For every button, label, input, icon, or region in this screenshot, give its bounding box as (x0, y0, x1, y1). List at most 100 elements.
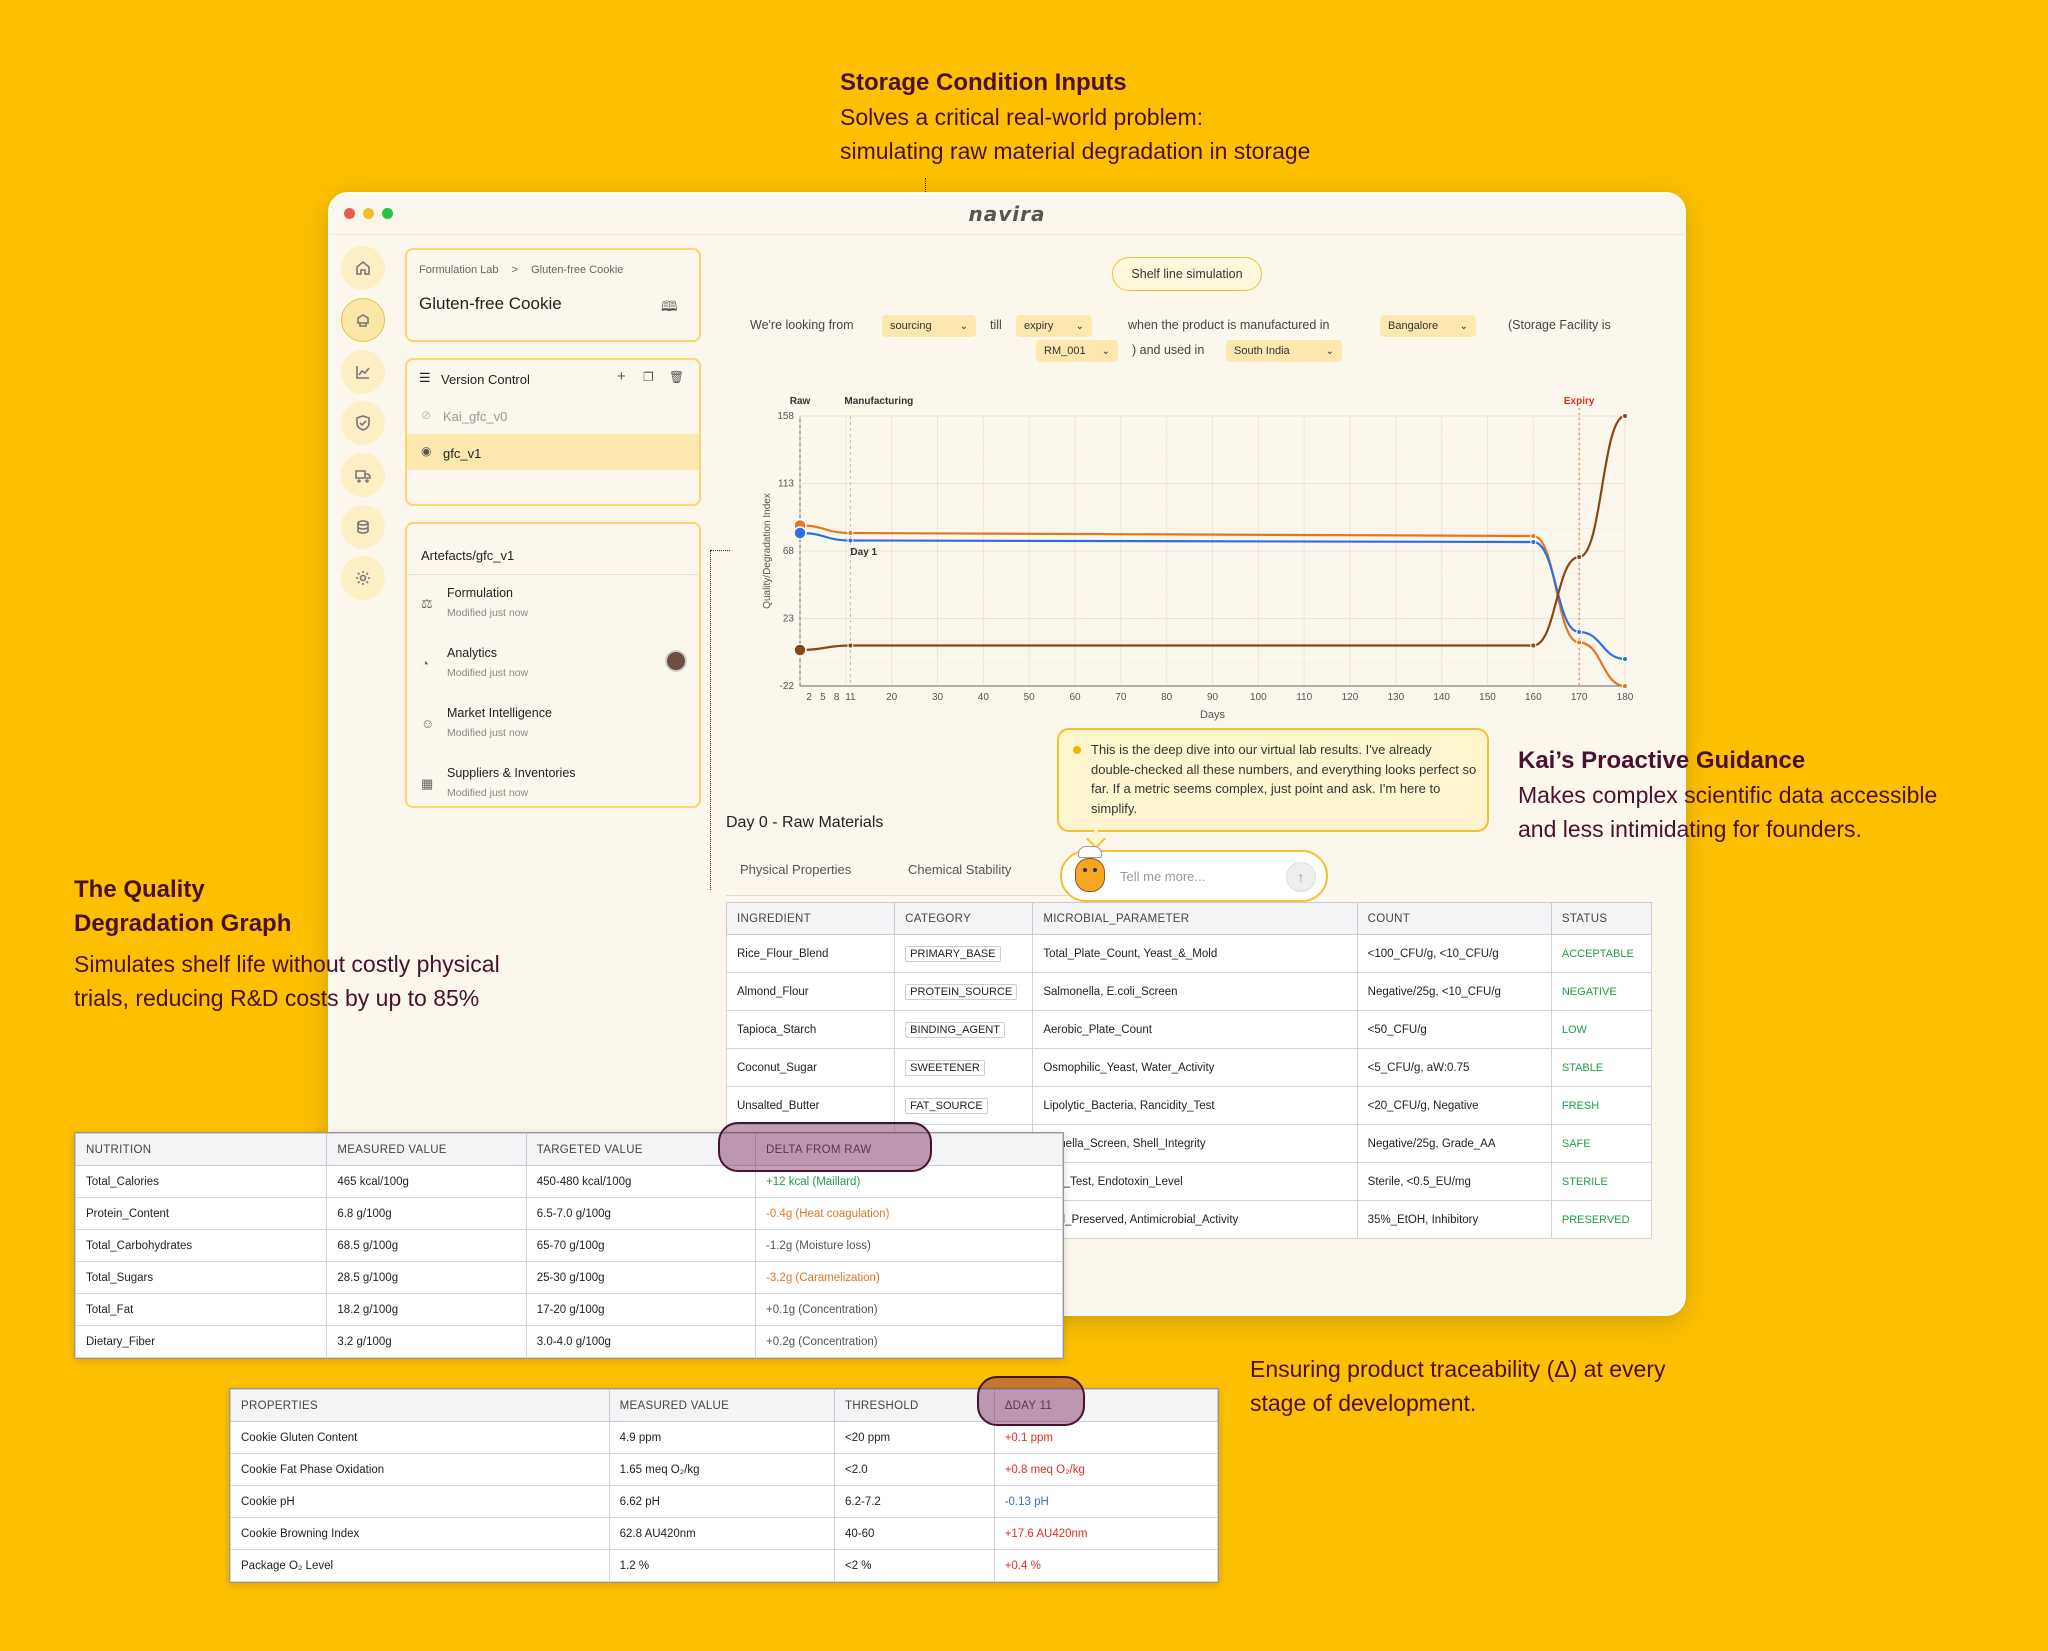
window-close-dot[interactable] (344, 208, 355, 219)
table-row[interactable]: Cookie pH 6.62 pH 6.2-7.2 -0.13 pH (230, 1485, 1219, 1518)
micro-cell: ohol_Preserved, Antimicrobial_Activity (1032, 1200, 1358, 1239)
micro-cell: <5_CFU/g, aW:0.75 (1356, 1048, 1552, 1087)
table-row[interactable]: Cookie Gluten Content 4.9 ppm <20 ppm +0.1 … (230, 1421, 1219, 1454)
micro-header-cell[interactable]: MICROBIAL_PARAMETER (1032, 902, 1358, 935)
micro-header-cell[interactable]: STATUS (1550, 902, 1653, 935)
micro-cell: STABLE (1550, 1048, 1653, 1087)
micro-header-cell[interactable]: CATEGORY (894, 902, 1034, 935)
series-point (1576, 554, 1583, 560)
table-row[interactable]: Cookie Browning Index 62.8 AU420nm 40-60 +1… (230, 1517, 1219, 1550)
window-minimize-dot[interactable] (363, 208, 374, 219)
nutrition-cell: 465 kcal/100g (326, 1165, 527, 1198)
nutrition-header-cell[interactable]: DELTA FROM RAW (755, 1133, 1063, 1166)
version-item-0[interactable]: Kai_gfc_v0 (443, 409, 508, 424)
chart-icon[interactable] (341, 350, 385, 394)
place-dropdown[interactable]: Bangalore ⌄ (1380, 315, 1476, 337)
delta-highlight-oval (718, 1122, 932, 1172)
delete-version-icon[interactable]: 🗑 (669, 370, 685, 384)
y-axis-label: Quality/Degradation Index (762, 493, 773, 609)
filter-text-2: till (990, 318, 1002, 332)
x-tick-label: 40 (978, 692, 990, 703)
chart-annotation: Manufacturing (844, 396, 913, 407)
nutrition-header-cell[interactable]: MEASURED VALUE (326, 1133, 527, 1166)
filter-text-1: We're looking from (750, 318, 854, 332)
properties-cell: Cookie Gluten Content (230, 1421, 610, 1454)
artefact-suppliers-meta: Modified just now (447, 787, 529, 799)
facility-dropdown[interactable]: RM_001 ⌄ (1036, 340, 1118, 362)
nutrition-cell: 3.2 g/100g (326, 1325, 527, 1358)
settings-icon[interactable] (341, 556, 385, 600)
properties-header-cell[interactable]: PROPERTIES (230, 1389, 610, 1422)
micro-cell: ACCEPTABLE (1550, 934, 1653, 973)
table-row[interactable]: Total_Carbohydrates 68.5 g/100g 65-70 g/10… (74, 1229, 1063, 1262)
table-row[interactable]: Almond_Flour PROTEIN_SOURCE Salmonella, E.… (725, 972, 1653, 1011)
properties-header-cell[interactable]: ΔDAY 11 (993, 1389, 1219, 1422)
series-point (847, 537, 854, 544)
app-window: navira Formulation Lab > Gluten-free Coo… (328, 192, 1686, 1316)
micro-header-cell[interactable]: INGREDIENT (725, 902, 896, 935)
table-row[interactable]: Tapioca_Starch BINDING_AGENT Aerobic_Plate… (725, 1010, 1653, 1049)
home-icon[interactable] (341, 246, 385, 290)
table-row[interactable]: Protein_Content 6.8 g/100g 6.5-7.0 g/100g -… (74, 1197, 1063, 1230)
table-row[interactable]: Total_Fat 18.2 g/100g 17-20 g/100g +0.1g (C… (74, 1293, 1063, 1326)
nutrition-header-cell[interactable]: TARGETED VALUE (525, 1133, 757, 1166)
region-dropdown[interactable]: South India ⌄ (1226, 340, 1342, 362)
nutrition-cell: 28.5 g/100g (326, 1261, 527, 1294)
breadcrumb-root[interactable]: Formulation Lab (419, 264, 499, 276)
table-row[interactable]: Unsalted_Butter FAT_SOURCE Lipolytic_Bacte… (725, 1086, 1653, 1125)
version-item-1[interactable]: gfc_v1 (443, 446, 482, 461)
properties-cell: <2.0 (834, 1453, 995, 1486)
nutrition-cell: +0.2g (Concentration) (755, 1325, 1063, 1358)
table-row[interactable]: Total_Calories 465 kcal/100g 450-480 kcal/… (74, 1165, 1063, 1198)
eye-off-icon[interactable]: ⊘ (421, 408, 432, 422)
artefact-analytics[interactable]: Analytics (447, 646, 498, 660)
artefact-suppliers[interactable]: Suppliers & Inventories (447, 766, 576, 780)
properties-cell: 1.2 % (608, 1549, 836, 1582)
chart-annotation: Raw (790, 396, 811, 407)
artefact-analytics-meta: Modified just now (447, 667, 529, 679)
table-row[interactable]: Dietary_Fiber 3.2 g/100g 3.0-4.0 g/100g +0.… (74, 1325, 1063, 1358)
nutrition-header-cell[interactable]: NUTRITION (74, 1133, 328, 1166)
kai-input-box[interactable]: Tell me more... ↑ (1060, 846, 1328, 902)
table-row[interactable]: Total_Sugars 28.5 g/100g 25-30 g/100g -3.2g… (74, 1261, 1063, 1294)
duplicate-version-icon[interactable]: ❐ (643, 370, 654, 384)
y-tick-label: 68 (783, 546, 795, 557)
add-version-icon[interactable]: + (617, 368, 626, 385)
shelf-line-simulation-button[interactable]: Shelf line simulation (1112, 257, 1262, 291)
tab-chemical-stability[interactable]: Chemical Stability (908, 862, 1012, 877)
artefacts-panel: Artefacts/gfc_v1 ⚖ Formulation Modified … (405, 522, 701, 808)
eye-icon[interactable]: ◉ (421, 444, 432, 458)
micro-header-cell[interactable]: COUNT (1356, 902, 1552, 935)
truck-icon[interactable] (341, 453, 385, 497)
table-row[interactable]: Package O₂ Level 1.2 % <2 % +0.4 % (230, 1549, 1219, 1582)
nutrition-cell: 6.5-7.0 g/100g (525, 1197, 757, 1230)
micro-cell: STERILE (1550, 1162, 1653, 1201)
shield-icon[interactable] (341, 401, 385, 445)
table-row[interactable]: Rice_Flour_Blend PRIMARY_BASE Total_Plate_… (725, 934, 1653, 973)
send-arrow-icon[interactable]: ↑ (1286, 862, 1316, 892)
table-row[interactable]: Coconut_Sugar SWEETENER Osmophilic_Yeast, … (725, 1048, 1653, 1087)
database-icon[interactable] (341, 505, 385, 549)
lab-icon[interactable] (341, 298, 385, 342)
nutrition-cell: -1.2g (Moisture loss) (755, 1229, 1063, 1262)
till-dropdown[interactable]: expiry ⌄ (1016, 315, 1092, 337)
book-icon[interactable]: 🕮 (661, 298, 678, 314)
nutrition-cell: Total_Calories (74, 1165, 328, 1198)
micro-cell: rility_Test, Endotoxin_Level (1032, 1162, 1358, 1201)
table-row[interactable]: Cookie Fat Phase Oxidation 1.65 meq O₂/kg… (230, 1453, 1219, 1486)
version-item-selected-bg[interactable] (407, 434, 699, 470)
properties-header-cell[interactable]: MEASURED VALUE (608, 1389, 836, 1422)
artefact-market[interactable]: Market Intelligence (447, 706, 552, 720)
tab-physical-properties[interactable]: Physical Properties (740, 862, 852, 877)
nutrition-cell: 3.0-4.0 g/100g (525, 1325, 757, 1358)
till-dropdown-value: expiry (1024, 320, 1054, 332)
nutrition-cell: +0.1g (Concentration) (755, 1293, 1063, 1326)
artefact-formulation[interactable]: Formulation (447, 586, 513, 600)
x-tick-label: 80 (1161, 692, 1173, 703)
from-dropdown[interactable]: sourcing ⌄ (882, 315, 976, 337)
artefacts-title: Artefacts/gfc_v1 (421, 548, 515, 563)
avatar[interactable] (665, 650, 687, 672)
x-tick-label: 150 (1479, 692, 1496, 703)
properties-header-cell[interactable]: THRESHOLD (834, 1389, 995, 1422)
window-maximize-dot[interactable] (382, 208, 393, 219)
